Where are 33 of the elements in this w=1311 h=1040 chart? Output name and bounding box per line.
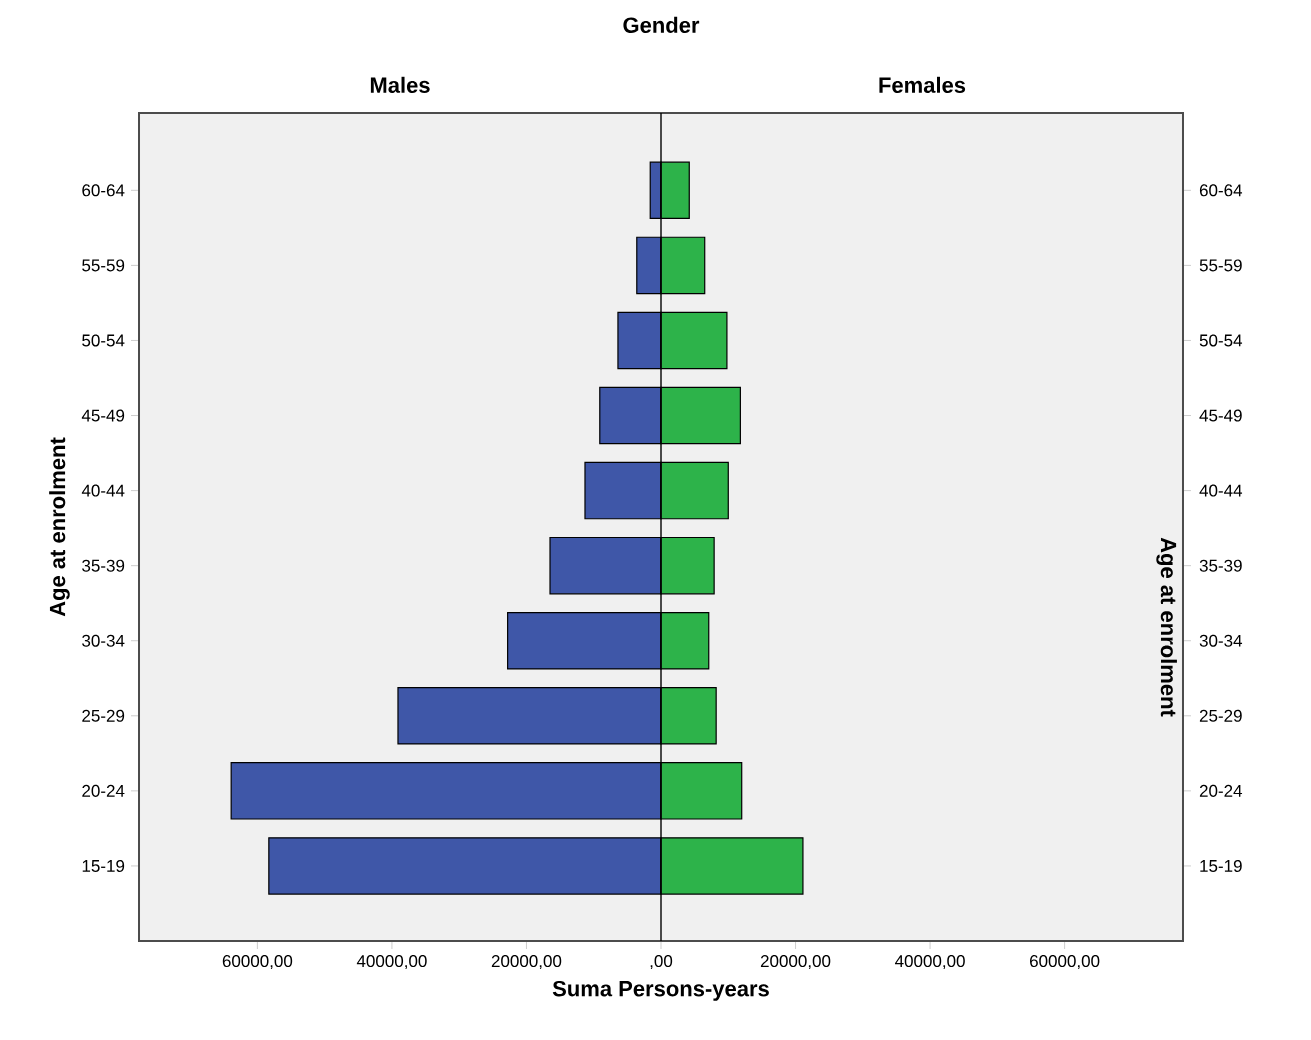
x-tick-label: 60000,00 bbox=[222, 955, 293, 970]
y-tick-label: 45-49 bbox=[81, 409, 125, 422]
category-label: 55-59 bbox=[1199, 259, 1242, 272]
category-label: 45-49 bbox=[1199, 409, 1242, 422]
category-label: 35-39 bbox=[1199, 559, 1242, 572]
x-tick-label: 20000,00 bbox=[491, 955, 562, 970]
x-tick-label: 20000,00 bbox=[760, 955, 831, 970]
category-label: 50-54 bbox=[1199, 334, 1243, 347]
text: Females bbox=[879, 76, 966, 93]
x-tick-label: 40000,00 bbox=[894, 955, 965, 970]
category-label: 60-64 bbox=[1199, 184, 1243, 197]
y2-axis-title: Age at enrolment bbox=[1156, 537, 1177, 717]
y-tick-label: 20-24 bbox=[82, 784, 125, 797]
y-tick-label: 55-59 bbox=[82, 259, 125, 272]
y-tick-label: 50-54 bbox=[82, 334, 125, 347]
y-axis-title: Age at enrolment bbox=[49, 437, 70, 617]
category-label: 30-34 bbox=[1199, 634, 1243, 647]
chart-title: Gender bbox=[623, 16, 700, 33]
category-label: 15-19 bbox=[1200, 859, 1242, 872]
x-axis-title: Suma Persons-years bbox=[552, 980, 769, 1001]
y-tick-label: 60-64 bbox=[82, 184, 125, 197]
y-tick-label: 40-44 bbox=[81, 484, 125, 497]
y-tick-label: 30-34 bbox=[82, 634, 125, 647]
x-tick-label: 40000,00 bbox=[356, 955, 427, 970]
category-label: 20-24 bbox=[1199, 784, 1243, 797]
x-tick-label: ,00 bbox=[650, 955, 673, 970]
text: Males bbox=[370, 76, 430, 93]
category-label: 25-29 bbox=[1199, 709, 1242, 722]
y-tick-label: 15-19 bbox=[82, 859, 125, 872]
x-tick-label: 60000,00 bbox=[1030, 955, 1100, 970]
category-label: 40-44 bbox=[1199, 484, 1243, 497]
y-tick-label: 25-29 bbox=[82, 709, 125, 722]
y-tick-label: 35-39 bbox=[82, 559, 125, 572]
